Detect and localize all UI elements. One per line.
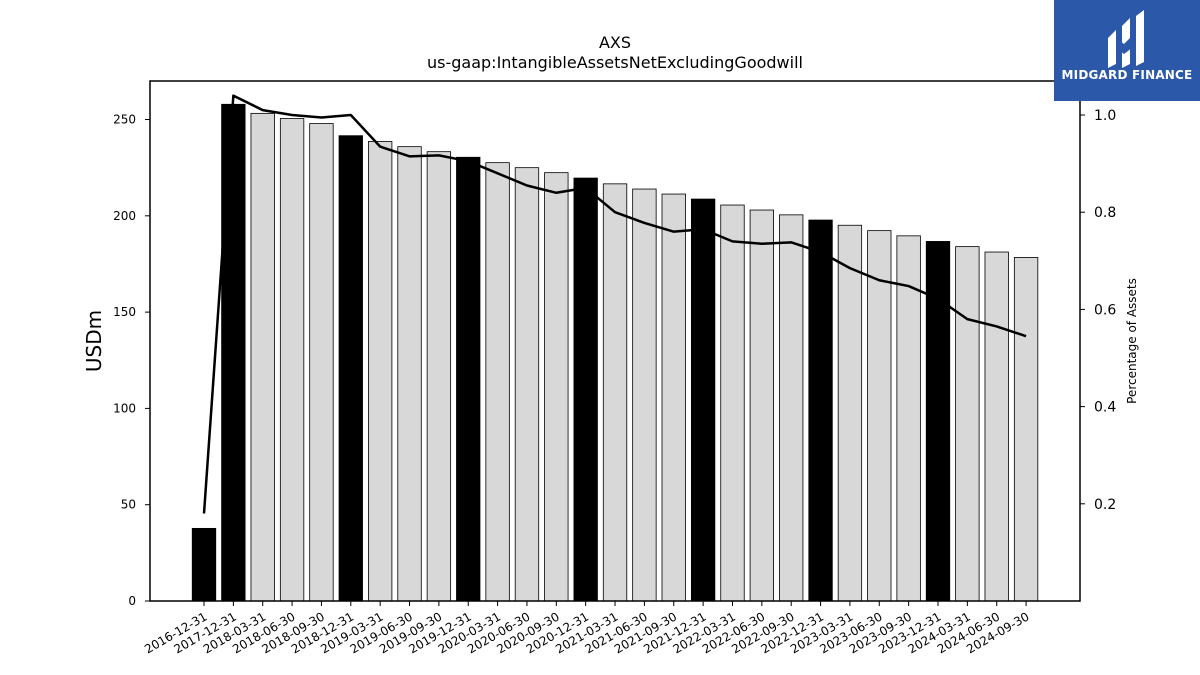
y-tick-label: 200	[113, 209, 136, 223]
bar-2019-06-30	[397, 146, 422, 602]
y2-tick-label: 0.4	[1094, 400, 1116, 416]
x-axis: 2016-12-312017-12-312018-03-312018-06-30…	[142, 601, 1032, 656]
bar-2020-06-30	[514, 167, 540, 602]
bar-2023-06-30	[867, 230, 892, 602]
y2-tick-label: 1.0	[1094, 108, 1116, 124]
bars	[191, 103, 1039, 602]
bar-2019-03-31	[368, 141, 393, 602]
bar-2018-09-30	[309, 123, 334, 602]
y-tick-label: 0	[128, 594, 136, 608]
brand-logo-text: MIDGARD FINANCE	[1061, 68, 1193, 82]
y-tick-label: 150	[113, 305, 136, 319]
bar-2017-12-31	[221, 103, 246, 602]
bar-2020-12-31	[573, 177, 598, 602]
y-axis-label: USDm	[82, 310, 106, 372]
bar-2018-12-31	[338, 135, 363, 602]
bar-2018-06-30	[279, 118, 305, 602]
bar-2021-06-30	[632, 188, 657, 602]
chart-subtitle: us-gaap:IntangibleAssetsNetExcludingGood…	[427, 53, 803, 72]
percentage-line	[202, 94, 1027, 514]
y2-tick-label: 0.6	[1094, 302, 1116, 318]
bar-2024-09-30	[1013, 257, 1039, 602]
chart-title: AXS	[599, 33, 631, 52]
percentage-series-line	[202, 94, 1027, 514]
y2-axis-label: Percentage of Assets	[1125, 278, 1139, 404]
y2-tick-label: 0.2	[1094, 497, 1116, 513]
y-axis: 0 50 100 150 200 250	[113, 113, 150, 608]
y-tick-label: 250	[113, 113, 136, 127]
bar-2021-12-31	[690, 198, 716, 602]
bar-2021-09-30	[661, 193, 686, 602]
brand-logo-icon	[1108, 10, 1144, 68]
y-tick-label: 100	[113, 401, 136, 415]
bar-2021-03-31	[602, 183, 628, 602]
bar-2024-03-31	[955, 246, 980, 602]
bar-2024-06-30	[984, 251, 1009, 602]
y2-tick-label: 0.8	[1094, 205, 1116, 221]
bar-2016-12-31	[191, 527, 217, 602]
bar-2022-06-30	[749, 209, 774, 602]
y2-axis: 0.2 0.4 0.6 0.8 1.0	[1080, 108, 1116, 513]
y-tick-label: 50	[121, 498, 136, 512]
bar-2022-09-30	[779, 214, 804, 602]
brand-logo: MIDGARD FINANCE	[1054, 0, 1200, 101]
bar-2019-09-30	[426, 151, 452, 602]
bar-2022-12-31	[808, 219, 833, 602]
bar-2020-09-30	[544, 172, 569, 602]
bar-2023-03-31	[837, 224, 863, 602]
bar-2020-03-31	[485, 162, 510, 602]
bar-2022-03-31	[720, 204, 745, 602]
bar-2019-12-31	[456, 156, 481, 602]
bar-2018-03-31	[250, 112, 275, 602]
